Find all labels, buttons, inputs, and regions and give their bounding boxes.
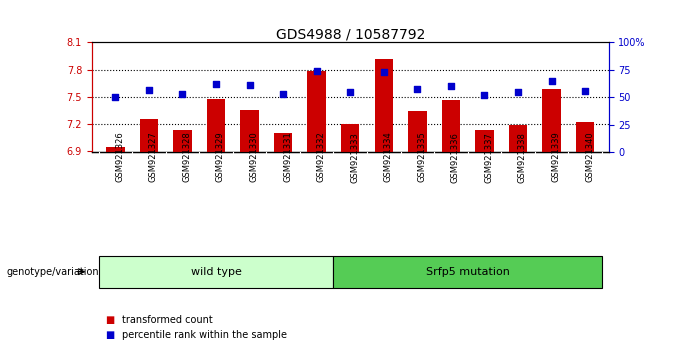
- Point: [546, 78, 557, 84]
- Text: GSM921335: GSM921335: [418, 132, 426, 182]
- Bar: [375, 59, 393, 152]
- Point: [412, 86, 423, 91]
- Text: GSM921328: GSM921328: [182, 132, 191, 182]
- Text: ■: ■: [105, 330, 115, 339]
- Bar: [441, 99, 460, 152]
- Title: GDS4988 / 10587792: GDS4988 / 10587792: [275, 27, 425, 41]
- Point: [211, 81, 222, 87]
- Text: GSM921332: GSM921332: [317, 132, 326, 182]
- Bar: [475, 130, 494, 152]
- Text: transformed count: transformed count: [122, 315, 213, 325]
- Point: [311, 68, 322, 74]
- Text: GSM921334: GSM921334: [384, 132, 393, 182]
- Bar: [307, 70, 326, 152]
- Bar: [341, 124, 360, 152]
- Text: GSM921336: GSM921336: [451, 132, 460, 183]
- Point: [345, 89, 356, 95]
- Point: [110, 95, 121, 100]
- Text: Srfp5 mutation: Srfp5 mutation: [426, 267, 509, 277]
- Bar: [576, 122, 594, 152]
- Point: [378, 69, 389, 75]
- Point: [177, 91, 188, 97]
- Text: GSM921337: GSM921337: [484, 132, 494, 183]
- Bar: [99, 256, 333, 289]
- Point: [513, 89, 524, 95]
- Point: [479, 92, 490, 98]
- Point: [143, 87, 154, 92]
- Text: ■: ■: [105, 315, 115, 325]
- Text: genotype/variation: genotype/variation: [7, 267, 99, 277]
- Text: GSM921338: GSM921338: [518, 132, 527, 183]
- Text: GSM921340: GSM921340: [585, 132, 594, 182]
- Text: GSM921326: GSM921326: [116, 132, 124, 182]
- Bar: [274, 133, 292, 152]
- Point: [244, 82, 255, 88]
- Text: GSM921339: GSM921339: [551, 132, 560, 182]
- Bar: [240, 110, 259, 152]
- Text: GSM921327: GSM921327: [149, 132, 158, 182]
- Text: GSM921329: GSM921329: [216, 132, 225, 182]
- Text: GSM921331: GSM921331: [283, 132, 292, 182]
- Text: wild type: wild type: [190, 267, 241, 277]
- Bar: [139, 119, 158, 152]
- Bar: [106, 147, 124, 152]
- Bar: [509, 125, 527, 152]
- Point: [277, 91, 288, 97]
- Bar: [333, 256, 602, 289]
- Text: GSM921333: GSM921333: [350, 132, 359, 183]
- Point: [445, 84, 456, 89]
- Text: GSM921330: GSM921330: [250, 132, 258, 182]
- Point: [579, 88, 590, 93]
- Bar: [207, 99, 225, 152]
- Text: percentile rank within the sample: percentile rank within the sample: [122, 330, 288, 339]
- Bar: [173, 130, 192, 152]
- Bar: [408, 110, 426, 152]
- Bar: [543, 89, 561, 152]
